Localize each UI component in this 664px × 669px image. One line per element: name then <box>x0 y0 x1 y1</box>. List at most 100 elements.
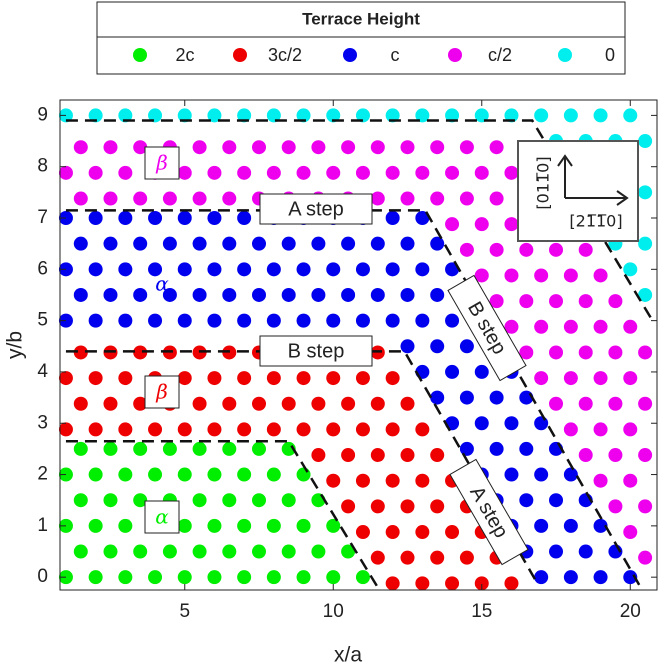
annotation-box <box>259 193 373 225</box>
atom <box>534 416 549 431</box>
atom <box>252 140 266 155</box>
atom <box>430 390 445 405</box>
atom <box>400 140 415 155</box>
atom <box>341 544 356 559</box>
atom <box>430 550 445 565</box>
atom <box>593 518 608 533</box>
atom <box>88 262 103 277</box>
legend-label: 2c <box>175 45 194 65</box>
atom <box>459 390 474 405</box>
atom <box>237 467 252 482</box>
annotation-text: α <box>155 505 169 529</box>
atom <box>266 422 281 437</box>
y-tick-label: 4 <box>37 361 48 382</box>
atom <box>326 422 341 437</box>
atom <box>311 396 326 411</box>
atom <box>445 108 460 123</box>
atom <box>593 319 608 334</box>
atom <box>266 371 281 386</box>
atom <box>370 550 385 565</box>
atom <box>118 467 133 482</box>
atom <box>162 191 177 206</box>
atom <box>133 544 148 559</box>
atom <box>504 217 519 232</box>
atom <box>73 544 88 559</box>
atom <box>563 319 578 334</box>
atom <box>593 570 608 585</box>
atom <box>118 313 133 328</box>
atom <box>534 319 549 334</box>
atom <box>593 422 608 437</box>
atom <box>593 473 608 488</box>
legend-label: 3c/2 <box>268 45 302 65</box>
atom <box>430 448 445 463</box>
atom <box>563 422 578 437</box>
atom <box>400 396 415 411</box>
atom <box>549 242 564 257</box>
atom <box>489 441 504 456</box>
atom <box>370 140 385 155</box>
atom <box>400 287 415 302</box>
atom <box>133 441 148 456</box>
atom <box>133 236 148 251</box>
atom <box>385 313 400 328</box>
atom <box>326 165 341 180</box>
atom <box>489 191 504 206</box>
atom <box>549 294 564 309</box>
atom <box>148 108 163 123</box>
atom <box>88 518 103 533</box>
atom <box>519 242 534 257</box>
atom <box>385 576 400 591</box>
atom <box>73 287 88 302</box>
atom <box>311 236 326 251</box>
atom <box>162 287 177 302</box>
atom <box>177 313 192 328</box>
atom <box>133 493 148 508</box>
atom <box>519 441 534 456</box>
atom <box>252 396 266 411</box>
annotation: A step <box>259 193 373 225</box>
annotation: B step <box>447 274 527 382</box>
atom <box>222 441 237 456</box>
atom <box>296 165 311 180</box>
legend-label: c <box>391 45 400 65</box>
atom <box>445 525 460 540</box>
atom <box>341 499 356 514</box>
atom <box>504 416 519 431</box>
atom <box>638 448 653 463</box>
annotation-text: α <box>155 272 169 296</box>
atom <box>489 390 504 405</box>
annotation-box <box>259 335 373 367</box>
atom <box>177 108 192 123</box>
atom <box>341 140 356 155</box>
atom <box>133 191 148 206</box>
atom <box>459 140 474 155</box>
atom <box>207 422 222 437</box>
annotation-box <box>144 146 180 180</box>
atom <box>222 287 237 302</box>
atom <box>237 518 252 533</box>
atom <box>578 544 593 559</box>
atom <box>177 262 192 277</box>
atom <box>148 313 163 328</box>
atom <box>73 441 88 456</box>
atom <box>103 191 118 206</box>
atom <box>489 140 504 155</box>
atom <box>355 570 370 585</box>
atom <box>578 448 593 463</box>
atom <box>58 422 73 437</box>
annotation-text: β <box>155 380 168 404</box>
atom <box>177 518 192 533</box>
atom <box>430 287 445 302</box>
legend-title: Terrace Height <box>302 9 420 28</box>
atom <box>623 262 638 277</box>
atom <box>162 236 177 251</box>
atom <box>415 165 430 180</box>
atom <box>504 165 519 180</box>
atom <box>608 396 623 411</box>
y-tick-label: 5 <box>37 310 48 331</box>
atom <box>207 371 222 386</box>
atom <box>638 550 653 565</box>
y-tick-label: 3 <box>37 412 48 433</box>
